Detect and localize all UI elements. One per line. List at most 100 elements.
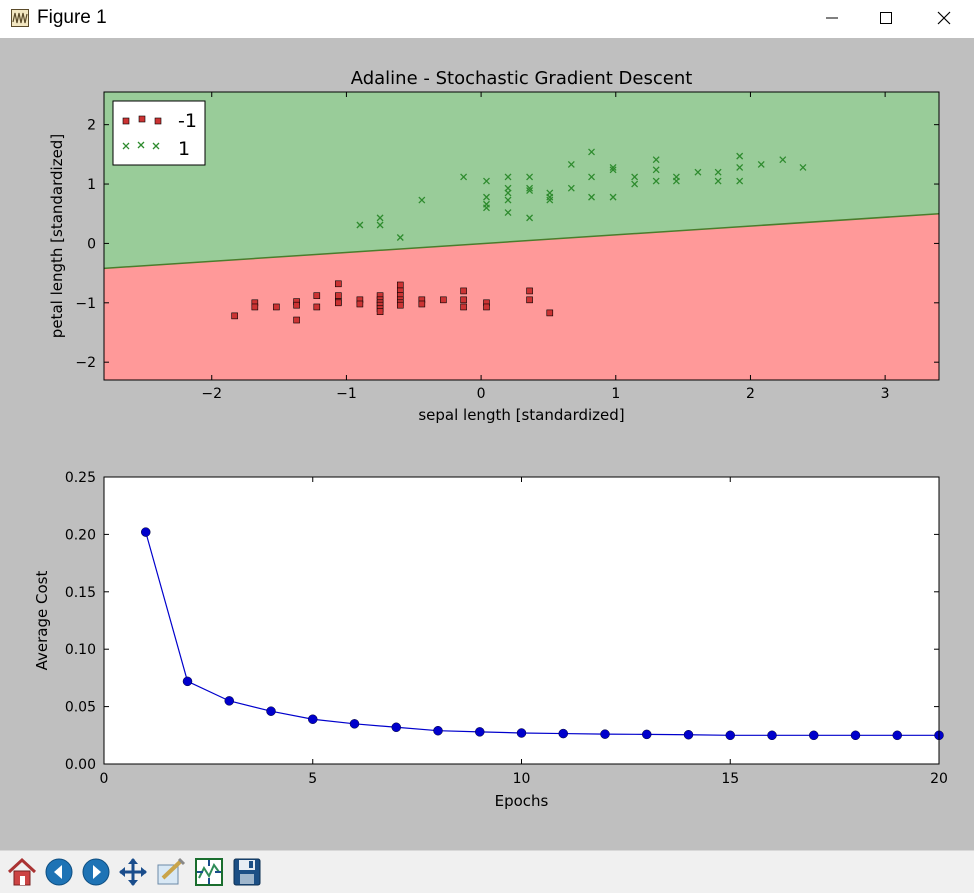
x-axis-label: sepal length [standardized]	[418, 406, 624, 424]
data-point-class-neg1	[376, 308, 384, 316]
y-tick-label: 0	[87, 236, 96, 252]
data-point-class-1	[609, 166, 617, 174]
x-tick-label: 1	[611, 386, 620, 402]
y-tick-label: −2	[75, 355, 96, 371]
data-point-class-neg1	[313, 303, 321, 311]
data-point-class-neg1	[460, 287, 467, 295]
data-point-class-1	[714, 177, 722, 185]
data-point-class-1	[526, 184, 534, 192]
cost-point	[725, 730, 735, 741]
cost-point	[809, 730, 819, 741]
y-axis-label: petal length [standardized]	[48, 134, 66, 338]
data-point-class-1	[652, 166, 660, 174]
data-point-class-neg1	[396, 301, 404, 309]
y-tick-label: 0.15	[65, 585, 96, 601]
data-point-class-1	[376, 221, 384, 229]
data-point-class-1	[356, 221, 364, 229]
data-point-class-neg1	[526, 287, 533, 295]
y-tick-label: 0.10	[65, 642, 96, 658]
matplotlib-figure-icon	[11, 9, 29, 27]
data-point-class-1	[460, 173, 468, 181]
cost-point	[391, 722, 401, 733]
navigation-toolbar	[0, 850, 974, 893]
cost-point	[683, 729, 694, 740]
y-tick-label: 0.00	[65, 757, 96, 773]
data-point-class-neg1	[546, 309, 554, 317]
back-icon[interactable]	[43, 856, 75, 888]
cost-point	[767, 730, 777, 741]
data-point-class-1	[588, 193, 595, 201]
data-point-class-1	[504, 173, 512, 181]
x-tick-label: 3	[881, 386, 890, 402]
close-button[interactable]	[918, 0, 970, 36]
maximize-button[interactable]	[860, 0, 912, 36]
data-point-class-1	[736, 177, 744, 185]
home-icon[interactable]	[6, 856, 38, 888]
data-point-class-1	[546, 189, 554, 197]
cost-point	[224, 696, 234, 706]
legend: -11	[112, 100, 206, 166]
data-point-class-1	[652, 156, 660, 164]
data-point-class-neg1	[335, 292, 342, 299]
x-tick-label: 5	[308, 771, 317, 787]
y-tick-label: 0.20	[65, 527, 96, 543]
data-point-class-1	[694, 168, 702, 176]
data-point-class-neg1	[313, 292, 321, 299]
data-point-class-1	[567, 184, 575, 192]
x-tick-label: −2	[201, 386, 222, 402]
data-point-class-neg1	[335, 299, 342, 307]
data-point-class-1	[376, 214, 384, 222]
maximize-icon	[880, 12, 892, 24]
data-point-class-1	[418, 196, 426, 204]
save-icon[interactable]	[231, 856, 263, 888]
data-point-class-neg1	[273, 303, 280, 311]
cost-point	[558, 728, 568, 739]
decision-boundary	[103, 212, 940, 270]
legend-marker-class-neg1	[154, 117, 162, 125]
configure-subplots-icon[interactable]	[193, 856, 225, 888]
data-point-class-neg1	[526, 296, 533, 304]
legend-marker-class-neg1	[122, 117, 130, 125]
chart-title: Adaline - Stochastic Gradient Descent	[351, 68, 693, 89]
data-point-class-1	[588, 173, 595, 181]
data-point-class-1	[526, 187, 534, 195]
cost-line	[145, 531, 939, 736]
data-point-class-1	[546, 196, 554, 204]
y-tick-label: 0.25	[65, 470, 96, 486]
data-point-class-neg1	[231, 312, 238, 320]
legend-box	[112, 100, 206, 166]
data-point-class-1	[567, 160, 575, 168]
plot-frame	[103, 91, 940, 381]
data-point-class-1	[504, 196, 512, 204]
legend-marker-class-1	[137, 141, 145, 149]
figure-canvas[interactable]: −2 −1 0 1 2 3 −2 −1 0 1 2 Adaline - Stochastic Grad…	[0, 38, 974, 850]
data-point-class-neg1	[418, 300, 426, 308]
window-titlebar: Figure 1	[0, 0, 974, 38]
data-point-class-1	[631, 173, 639, 181]
cost-point	[308, 714, 318, 724]
x-tick-label: 0	[100, 771, 109, 787]
x-axis-label: Epochs	[495, 792, 549, 810]
zoom-icon[interactable]	[155, 856, 187, 888]
plot-background	[104, 477, 939, 764]
data-point-class-1	[396, 234, 404, 241]
data-point-class-neg1	[356, 300, 364, 308]
figure-svg: −2 −1 0 1 2 3 −2 −1 0 1 2 Adaline - Stochastic Grad…	[33, 68, 948, 810]
data-point-class-1	[757, 160, 765, 168]
y-tick-label: 0.05	[65, 700, 96, 716]
legend-label-class-1: 1	[178, 138, 190, 160]
data-point-class-neg1	[335, 280, 342, 288]
y-tick-label: 1	[87, 177, 96, 193]
window-title: Figure 1	[37, 7, 107, 28]
minimize-button[interactable]	[806, 0, 858, 36]
forward-icon[interactable]	[80, 856, 112, 888]
cost-point	[850, 730, 861, 741]
data-point-class-neg1	[440, 296, 447, 304]
cost-point	[349, 719, 360, 729]
data-point-class-1	[609, 163, 617, 171]
pan-icon[interactable]	[117, 856, 149, 888]
data-point-class-neg1	[460, 296, 467, 304]
data-point-class-1	[652, 177, 660, 185]
cost-point	[892, 730, 902, 741]
data-point-class-neg1	[293, 301, 300, 309]
